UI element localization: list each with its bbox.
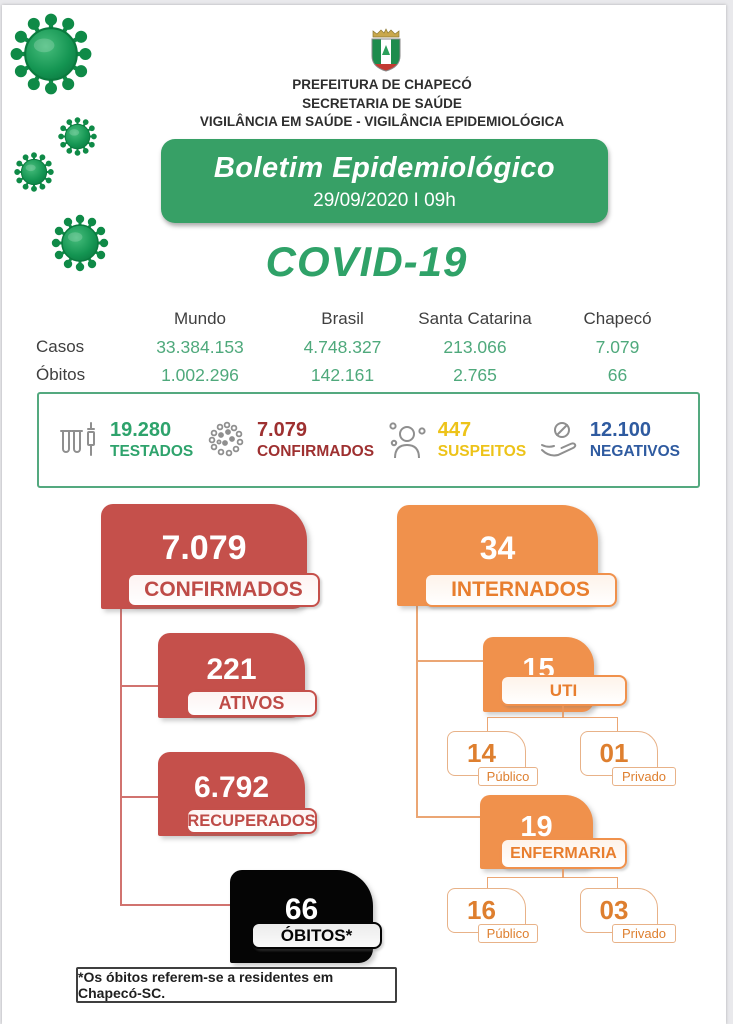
summary-stats-box: 19.280 TESTADOS 7.079 CONFIRMADOS (37, 392, 700, 488)
stat-value: 447 (437, 419, 472, 441)
recuperados-value: 6.792 (193, 771, 270, 804)
uti-privado-value: 01 (599, 738, 629, 768)
city-coat-of-arms-logo (371, 28, 401, 72)
uti-privado-label: Privado (612, 767, 676, 786)
column-header-mundo: Mundo (174, 309, 226, 328)
region-stats-table: Mundo Brasil Santa Catarina Chapecó Caso… (30, 305, 690, 389)
stat-confirmados: 7.079 CONFIRMADOS (204, 418, 374, 462)
row-label-obitos: Óbitos (36, 365, 86, 384)
internados-label: INTERNADOS (424, 573, 617, 607)
recuperados-label: RECUPERADOS (186, 808, 317, 834)
enfermaria-publico-value: 16 (467, 895, 496, 925)
casos-santa-catarina: 213.066 (443, 336, 507, 357)
stat-testados: 19.280 TESTADOS (57, 418, 193, 462)
org-line-secretaria: SECRETARIA DE SAÚDE (302, 95, 462, 111)
casos-chapeco: 7.079 (595, 336, 640, 357)
connector-line (122, 904, 230, 906)
deaths-footnote: *Os óbitos referem-se a residentes em Ch… (76, 967, 397, 1003)
stat-negativos: 12.100 NEGATIVOS (537, 418, 680, 462)
org-line-vigilancia: VIGILÂNCIA EM SAÚDE - VIGILÂNCIA EPIDEMI… (199, 114, 565, 129)
obitos-card: 66 (230, 870, 373, 963)
uti-branch-bracket (487, 717, 618, 732)
stat-label: SUSPEITOS (437, 443, 527, 460)
confirmed-tree-trunk-line (120, 593, 122, 906)
connector-line (562, 706, 564, 718)
stat-value: 7.079 (256, 419, 307, 441)
enfermaria-publico-label: Público (478, 924, 538, 943)
obitos-brasil: 142.161 (310, 364, 375, 385)
org-line-prefeitura: PREFEITURA DE CHAPECÓ (292, 77, 472, 92)
obitos-chapeco: 66 (607, 364, 628, 385)
enfermaria-privado-value: 03 (599, 895, 629, 925)
column-header-chapeco: Chapecó (583, 309, 652, 328)
banner-date: 29/09/2020 I 09h (313, 190, 456, 211)
obitos-mundo: 1.002.296 (161, 364, 239, 385)
connector-line (122, 685, 158, 687)
obitos-santa-catarina: 2.765 (453, 364, 497, 385)
uti-publico-label: Público (478, 767, 538, 786)
stat-suspeitos: 447 SUSPEITOS (385, 418, 526, 462)
connector-line (418, 816, 482, 818)
ativos-value: 221 (206, 652, 257, 686)
confirmados-label: CONFIRMADOS (127, 573, 320, 607)
header-org-lines: PREFEITURA DE CHAPECÓ SECRETARIA DE SAÚD… (92, 76, 672, 132)
bulletin-banner: Boletim Epidemiológico 29/09/2020 I 09h (161, 139, 608, 223)
row-label-casos: Casos (36, 337, 85, 356)
stat-value: 12.100 (589, 419, 652, 441)
obitos-value: 66 (284, 892, 319, 926)
uti-publico-value: 14 (467, 738, 496, 768)
enfermaria-branch-bracket (487, 877, 618, 889)
stat-label: CONFIRMADOS (256, 443, 375, 460)
enfermaria-value: 19 (520, 810, 553, 843)
connector-line (562, 868, 564, 878)
ativos-label: ATIVOS (186, 690, 317, 717)
uti-label: UTI (500, 675, 627, 706)
stat-value: 19.280 (110, 419, 172, 441)
virus-decoration-icon (8, 11, 94, 97)
enfermaria-privado-label: Privado (612, 924, 676, 943)
obitos-label: ÓBITOS* (251, 922, 382, 949)
connector-line (418, 660, 483, 662)
column-header-brasil: Brasil (321, 309, 364, 328)
casos-mundo: 33.384.153 (156, 336, 244, 357)
stat-label: NEGATIVOS (589, 443, 680, 460)
test-tubes-icon (60, 422, 95, 456)
column-header-santa-catarina: Santa Catarina (418, 309, 532, 328)
hospital-tree-trunk-line (416, 592, 418, 818)
internados-value: 34 (479, 530, 516, 566)
page-title: COVID-19 (265, 238, 468, 285)
banner-title: Boletim Epidemiológico (213, 152, 556, 184)
suspect-person-icon (389, 422, 426, 459)
confirmados-value: 7.079 (161, 529, 247, 567)
virus-decoration-icon (14, 152, 54, 192)
enfermaria-label: ENFERMARIA (500, 838, 627, 869)
casos-brasil: 4.748.327 (303, 336, 382, 357)
hand-no-virus-icon (540, 422, 577, 457)
stat-label: TESTADOS (110, 443, 194, 460)
virus-cluster-icon (208, 421, 244, 457)
connector-line (122, 796, 158, 798)
